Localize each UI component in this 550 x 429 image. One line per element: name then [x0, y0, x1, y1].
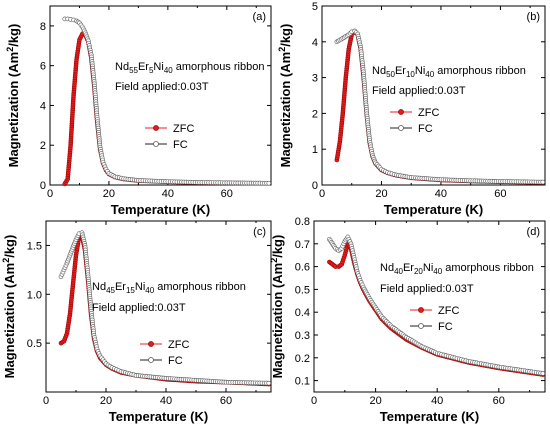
chart-panel-a: 0 20 40 60 0 2 4 6 8 Temperature (K) Magnetization…: [5, 5, 272, 217]
y-tick-label: 0.4: [295, 307, 310, 319]
chart-subtitle: Field applied:0.03T: [92, 302, 186, 314]
legend-label: FC: [418, 123, 433, 135]
y-tick-label: 0.5: [27, 338, 42, 350]
legend-marker: [418, 307, 424, 313]
chart-subtitle: Field applied:0.03T: [372, 85, 466, 97]
x-tick-label: 0: [43, 395, 49, 407]
legend-marker: [398, 109, 404, 115]
y-tick-label: 0.8: [295, 216, 310, 228]
series-fc: [334, 28, 546, 185]
x-tick-label: 40: [160, 395, 172, 407]
x-tick-label: 20: [103, 188, 115, 200]
panel-label: (b): [527, 11, 540, 23]
x-tick-label: 20: [375, 188, 387, 200]
series-zfc: [62, 31, 272, 187]
data-point: [266, 380, 272, 386]
x-tick-label: 40: [162, 188, 174, 200]
x-tick-label: 60: [220, 395, 232, 407]
y-tick-label: 0: [312, 180, 318, 192]
plot-frame: [321, 5, 546, 186]
data-point: [540, 371, 546, 376]
chart-title: Nd55Er5Ni40 amorphous ribbon: [115, 61, 264, 75]
y-tick-label: 6: [40, 61, 46, 73]
series-fc: [327, 234, 546, 376]
y-tick-label: 4: [40, 100, 46, 112]
series-fc: [58, 230, 272, 386]
chart-title: Nd50Er10Ni40 amorphous ribbon: [372, 65, 526, 79]
panel-label: (c): [253, 226, 266, 238]
x-tick-label: 0: [47, 188, 53, 200]
y-tick-label: 0.5: [295, 284, 310, 296]
x-tick-label: 60: [493, 395, 505, 407]
data-point: [540, 179, 546, 185]
y-tick-label: 0: [40, 180, 46, 192]
chart-subtitle: Field applied:0.03T: [380, 283, 474, 295]
chart-title: Nd40Er20Ni40 amorphous ribbon: [380, 262, 534, 276]
x-axis-label: Temperature (K): [111, 202, 210, 217]
y-axis-label: Magnetization (Am2/kg): [1, 235, 17, 379]
y-axis-label: Magnetization (Am2/kg): [5, 24, 21, 168]
legend-label: ZFC: [173, 123, 194, 135]
x-axis-label: Temperature (K): [380, 409, 479, 424]
y-tick-label: 3: [312, 73, 318, 85]
x-tick-label: 40: [435, 188, 447, 200]
x-tick-label: 60: [221, 188, 233, 200]
y-tick-label: 1.0: [27, 289, 42, 301]
y-tick-label: 0.1: [295, 376, 310, 388]
y-tick-label: 8: [40, 21, 46, 33]
legend-marker: [153, 141, 159, 147]
data-point: [266, 180, 272, 186]
panel-label: (d): [527, 226, 540, 238]
chart-panel-b: 0 20 40 60 0 1 2 3 4 5 Temperature (K) Magnetizatio…: [277, 1, 546, 217]
legend-marker: [398, 125, 404, 131]
x-tick-label: 20: [100, 395, 112, 407]
x-tick-label: 0: [319, 188, 325, 200]
y-tick-label: 5: [312, 1, 318, 13]
legend-label: ZFC: [438, 305, 459, 317]
y-tick-label: 2: [40, 140, 46, 152]
chart-panel-c: 0 20 40 60 0.5 1.0 1.5 Temperature (K) Magnetiza…: [1, 220, 272, 424]
y-tick-label: 0.3: [295, 330, 310, 342]
y-tick-label: 0.7: [295, 239, 310, 251]
legend-label: ZFC: [168, 339, 189, 351]
chart-subtitle: Field applied:0.03T: [115, 81, 209, 93]
y-tick-label: 2: [312, 108, 318, 120]
series-fc: [62, 16, 272, 186]
plot-frame: [45, 220, 272, 393]
legend-label: FC: [168, 355, 183, 367]
plot-frame: [313, 220, 546, 393]
legend-marker: [153, 125, 159, 131]
legend-label: FC: [173, 139, 188, 151]
chart-panel-d: 0 20 40 60 0.1 0.2 0.3 0.4 0.5 0.6 0.7 0.8 Temperatu…: [269, 216, 546, 424]
chart-title: Nd45Er15Ni40 amorphous ribbon: [92, 281, 246, 295]
y-axis-label: Magnetization (Am2/kg): [277, 24, 293, 168]
x-axis-label: Temperature (K): [109, 409, 208, 424]
x-axis-label: Temperature (K): [384, 202, 483, 217]
x-tick-label: 20: [369, 395, 381, 407]
y-axis-label: Magnetization (Am2/kg): [269, 235, 285, 379]
plot-frame: [49, 5, 272, 186]
x-tick-label: 0: [311, 395, 317, 407]
x-tick-label: 40: [431, 395, 443, 407]
y-tick-label: 0.6: [295, 262, 310, 274]
legend-marker: [418, 323, 424, 329]
legend-marker: [148, 357, 154, 363]
y-tick-label: 1: [312, 144, 318, 156]
legend-label: ZFC: [418, 107, 439, 119]
legend-marker: [148, 341, 154, 347]
y-tick-label: 4: [312, 37, 318, 49]
y-tick-label: 0.2: [295, 353, 310, 365]
y-tick-label: 1.5: [27, 240, 42, 252]
x-tick-label: 60: [494, 188, 506, 200]
panel-label: (a): [253, 11, 266, 23]
legend-label: FC: [438, 321, 453, 333]
